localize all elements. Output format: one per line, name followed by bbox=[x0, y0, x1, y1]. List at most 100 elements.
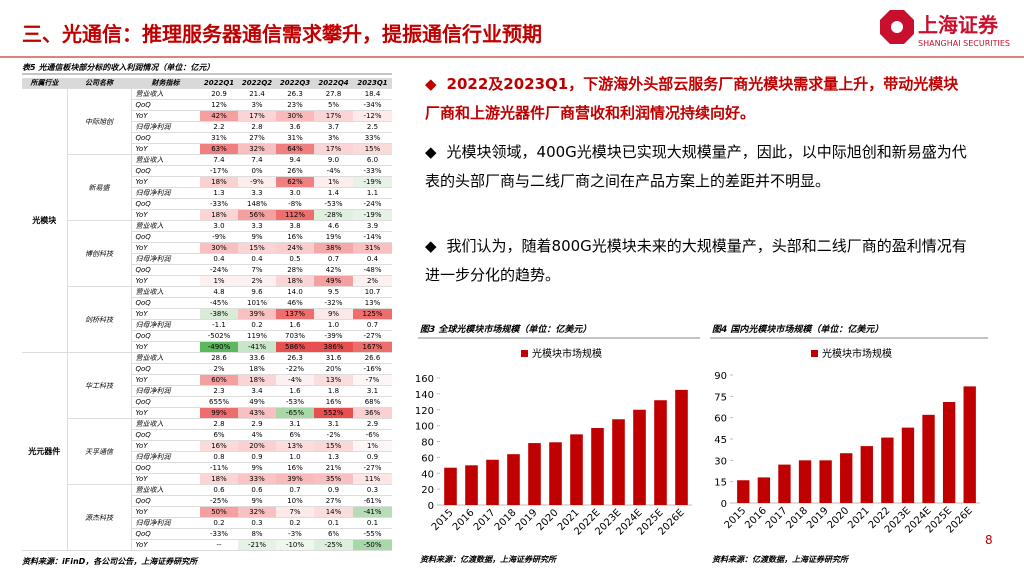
value-cell: 50% bbox=[200, 506, 238, 518]
metric-cell: QoQ bbox=[131, 99, 200, 111]
value-cell: 0.3 bbox=[238, 517, 276, 529]
table-row: YoY 99% 43% -65% 552% 36% bbox=[22, 407, 392, 419]
bar bbox=[570, 434, 583, 505]
value-cell: 2% bbox=[238, 275, 276, 287]
bullet: ◆ 2022及2023Q1，下游海外头部云服务厂商光模块需求量上升，带动光模块厂商… bbox=[425, 75, 959, 122]
value-cell: -53% bbox=[276, 396, 314, 408]
value-cell: 15% bbox=[353, 143, 392, 155]
value-cell: 1% bbox=[353, 440, 392, 452]
value-cell: -3% bbox=[276, 528, 314, 540]
value-cell: 13% bbox=[353, 297, 392, 309]
value-cell: 4.8 bbox=[200, 286, 238, 298]
value-cell: 3.1 bbox=[314, 418, 353, 430]
logo-subtext: SHANGHAI SECURITIES bbox=[918, 39, 1010, 48]
value-cell: 9% bbox=[238, 231, 276, 243]
legend-swatch bbox=[521, 350, 528, 357]
value-cell: -41% bbox=[238, 341, 276, 353]
value-cell: 19% bbox=[314, 231, 353, 243]
value-cell: 33% bbox=[353, 132, 392, 144]
value-cell: -11% bbox=[200, 462, 238, 474]
value-cell: 0.7 bbox=[353, 319, 392, 331]
y-tick-label: 30 bbox=[714, 456, 727, 467]
value-cell: 27% bbox=[238, 132, 276, 144]
value-cell: 0.2 bbox=[200, 517, 238, 529]
value-cell: 26.3 bbox=[276, 352, 314, 364]
value-cell: 3.1 bbox=[353, 385, 392, 397]
value-cell: 3.3 bbox=[238, 187, 276, 199]
bar bbox=[591, 428, 604, 505]
industry-cell: 光模块 bbox=[22, 88, 68, 353]
bar bbox=[778, 464, 791, 503]
chart-title: 图3 全球光模块市场规模（单位：亿美元） bbox=[420, 324, 591, 335]
data-table: 所属行业 公司名称 财务指标 2022Q1 2022Q2 2022Q3 2022Q4 2023… bbox=[22, 78, 392, 551]
value-cell: 18% bbox=[238, 363, 276, 375]
y-tick-label: 60 bbox=[421, 453, 434, 464]
value-cell: 99% bbox=[200, 407, 238, 419]
table-row: YoY 18% 33% 39% 35% 11% bbox=[22, 473, 392, 485]
value-cell: 2.9 bbox=[238, 418, 276, 430]
value-cell: 6% bbox=[276, 429, 314, 441]
value-cell: 0.6 bbox=[200, 484, 238, 496]
value-cell: 16% bbox=[200, 440, 238, 452]
industry-cell: 光元器件 bbox=[22, 352, 68, 551]
metric-cell: YoY bbox=[131, 308, 200, 320]
value-cell: 586% bbox=[276, 341, 314, 353]
value-cell: 1.0 bbox=[276, 451, 314, 463]
value-cell: 2.3 bbox=[200, 385, 238, 397]
bullet-text: 光模块领域，400G光模块已实现大规模量产，因此，以中际旭创和新易盛为代表的头部… bbox=[425, 143, 967, 190]
value-cell: 13% bbox=[314, 374, 353, 386]
value-cell: 18% bbox=[238, 374, 276, 386]
bar bbox=[963, 386, 976, 503]
value-cell: 39% bbox=[238, 308, 276, 320]
value-cell: 119% bbox=[238, 330, 276, 342]
value-cell: 21% bbox=[314, 462, 353, 474]
legend-label: 光模块市场规模 bbox=[822, 347, 892, 360]
value-cell: 0.6 bbox=[238, 484, 276, 496]
value-cell: 60% bbox=[200, 374, 238, 386]
value-cell: 26.3 bbox=[276, 88, 314, 100]
value-cell: 1% bbox=[200, 275, 238, 287]
value-cell: 9.5 bbox=[314, 286, 353, 298]
value-cell: 18.4 bbox=[353, 88, 392, 100]
table-row: 归母净利润 0.4 0.4 0.5 0.7 0.4 bbox=[22, 253, 392, 265]
y-tick-label: 100 bbox=[415, 422, 434, 433]
legend-label: 光模块市场规模 bbox=[532, 347, 602, 360]
table-row: QoQ -24% 7% 28% 42% -48% bbox=[22, 264, 392, 276]
y-tick-label: 60 bbox=[714, 414, 727, 425]
metric-cell: YoY bbox=[131, 506, 200, 518]
value-cell: 23% bbox=[276, 99, 314, 111]
value-cell: 56% bbox=[238, 209, 276, 221]
value-cell: 31% bbox=[200, 132, 238, 144]
value-cell: 655% bbox=[200, 396, 238, 408]
value-cell: 101% bbox=[238, 297, 276, 309]
value-cell: 1.6 bbox=[276, 385, 314, 397]
y-tick-label: 20 bbox=[421, 485, 434, 496]
value-cell: 49% bbox=[238, 396, 276, 408]
value-cell: 3% bbox=[314, 132, 353, 144]
bar bbox=[486, 459, 499, 505]
metric-cell: 营业收入 bbox=[131, 418, 200, 430]
value-cell: -25% bbox=[314, 539, 353, 551]
table-row: QoQ -9% 9% 16% 19% -14% bbox=[22, 231, 392, 243]
y-tick-label: 45 bbox=[714, 435, 727, 446]
y-tick-label: 0 bbox=[721, 499, 727, 510]
metric-cell: 归母净利润 bbox=[131, 187, 200, 199]
value-cell: 27.8 bbox=[314, 88, 353, 100]
value-cell: 0.4 bbox=[238, 253, 276, 265]
value-cell: -45% bbox=[200, 297, 238, 309]
value-cell: 1.3 bbox=[200, 187, 238, 199]
value-cell: 10.7 bbox=[353, 286, 392, 298]
column-header: 2023Q1 bbox=[353, 78, 392, 89]
table-row: 归母净利润 0.2 0.3 0.2 0.1 0.1 bbox=[22, 517, 392, 529]
value-cell: -22% bbox=[276, 363, 314, 375]
y-tick-label: 80 bbox=[421, 438, 434, 449]
chart-title: 图4 国内光模块市场规模（单位：亿美元） bbox=[712, 324, 883, 335]
value-cell: 15% bbox=[238, 242, 276, 254]
value-cell: 1% bbox=[314, 176, 353, 188]
table-row: YoY 30% 15% 24% 38% 31% bbox=[22, 242, 392, 254]
value-cell: 35% bbox=[314, 473, 353, 485]
value-cell: 18% bbox=[200, 473, 238, 485]
table-row: 归母净利润 0.8 0.9 1.0 1.3 0.9 bbox=[22, 451, 392, 463]
